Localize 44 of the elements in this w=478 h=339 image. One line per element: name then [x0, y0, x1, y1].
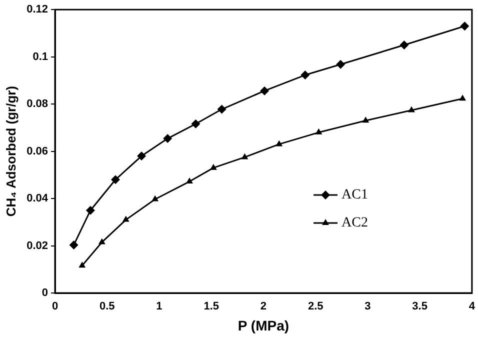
point	[300, 70, 310, 80]
y-axis-title: CH₄ Adsorbed (gr/gr)	[3, 86, 18, 217]
y-tick-label: 0.04	[26, 192, 49, 205]
point	[78, 262, 86, 268]
point	[191, 119, 200, 128]
point	[260, 86, 270, 96]
point	[336, 60, 346, 69]
point	[217, 104, 226, 114]
x-tick-label: 2	[260, 300, 267, 313]
x-tick-label: 3.5	[412, 300, 428, 313]
y-tick-label: 0.12	[26, 4, 48, 16]
y-tick-label: 0	[42, 287, 48, 300]
y-tick-label: 0.06	[26, 145, 48, 158]
point	[460, 22, 470, 31]
x-axis-title: P (MPa)	[238, 317, 290, 334]
point	[362, 116, 370, 123]
point	[110, 175, 120, 184]
point	[186, 178, 193, 184]
point	[459, 94, 466, 101]
x-tick-label: 4	[468, 300, 476, 313]
point	[86, 206, 95, 215]
x-tick-label: 0	[52, 300, 58, 313]
point	[163, 134, 172, 144]
x-tick-label: 0.5	[99, 300, 115, 313]
x-tick-label: 1	[156, 300, 162, 313]
point	[408, 106, 415, 112]
point	[122, 216, 130, 222]
x-tick-label: 3	[364, 300, 371, 313]
point	[152, 195, 159, 202]
y-tick-label: 0.08	[26, 98, 48, 110]
point	[137, 152, 146, 161]
point	[241, 153, 248, 160]
point	[276, 140, 283, 146]
legend-label: AC2	[342, 216, 368, 231]
y-tick-label: 0.02	[26, 240, 48, 252]
point	[69, 240, 78, 250]
x-tick-label: 2.5	[308, 300, 324, 313]
point	[210, 164, 217, 170]
point	[98, 238, 106, 244]
point	[315, 128, 322, 134]
point	[400, 40, 409, 50]
x-tick-label: 1.5	[204, 300, 220, 313]
legend-label: AC1	[342, 188, 368, 203]
y-tick-label: 0.1	[32, 50, 48, 63]
